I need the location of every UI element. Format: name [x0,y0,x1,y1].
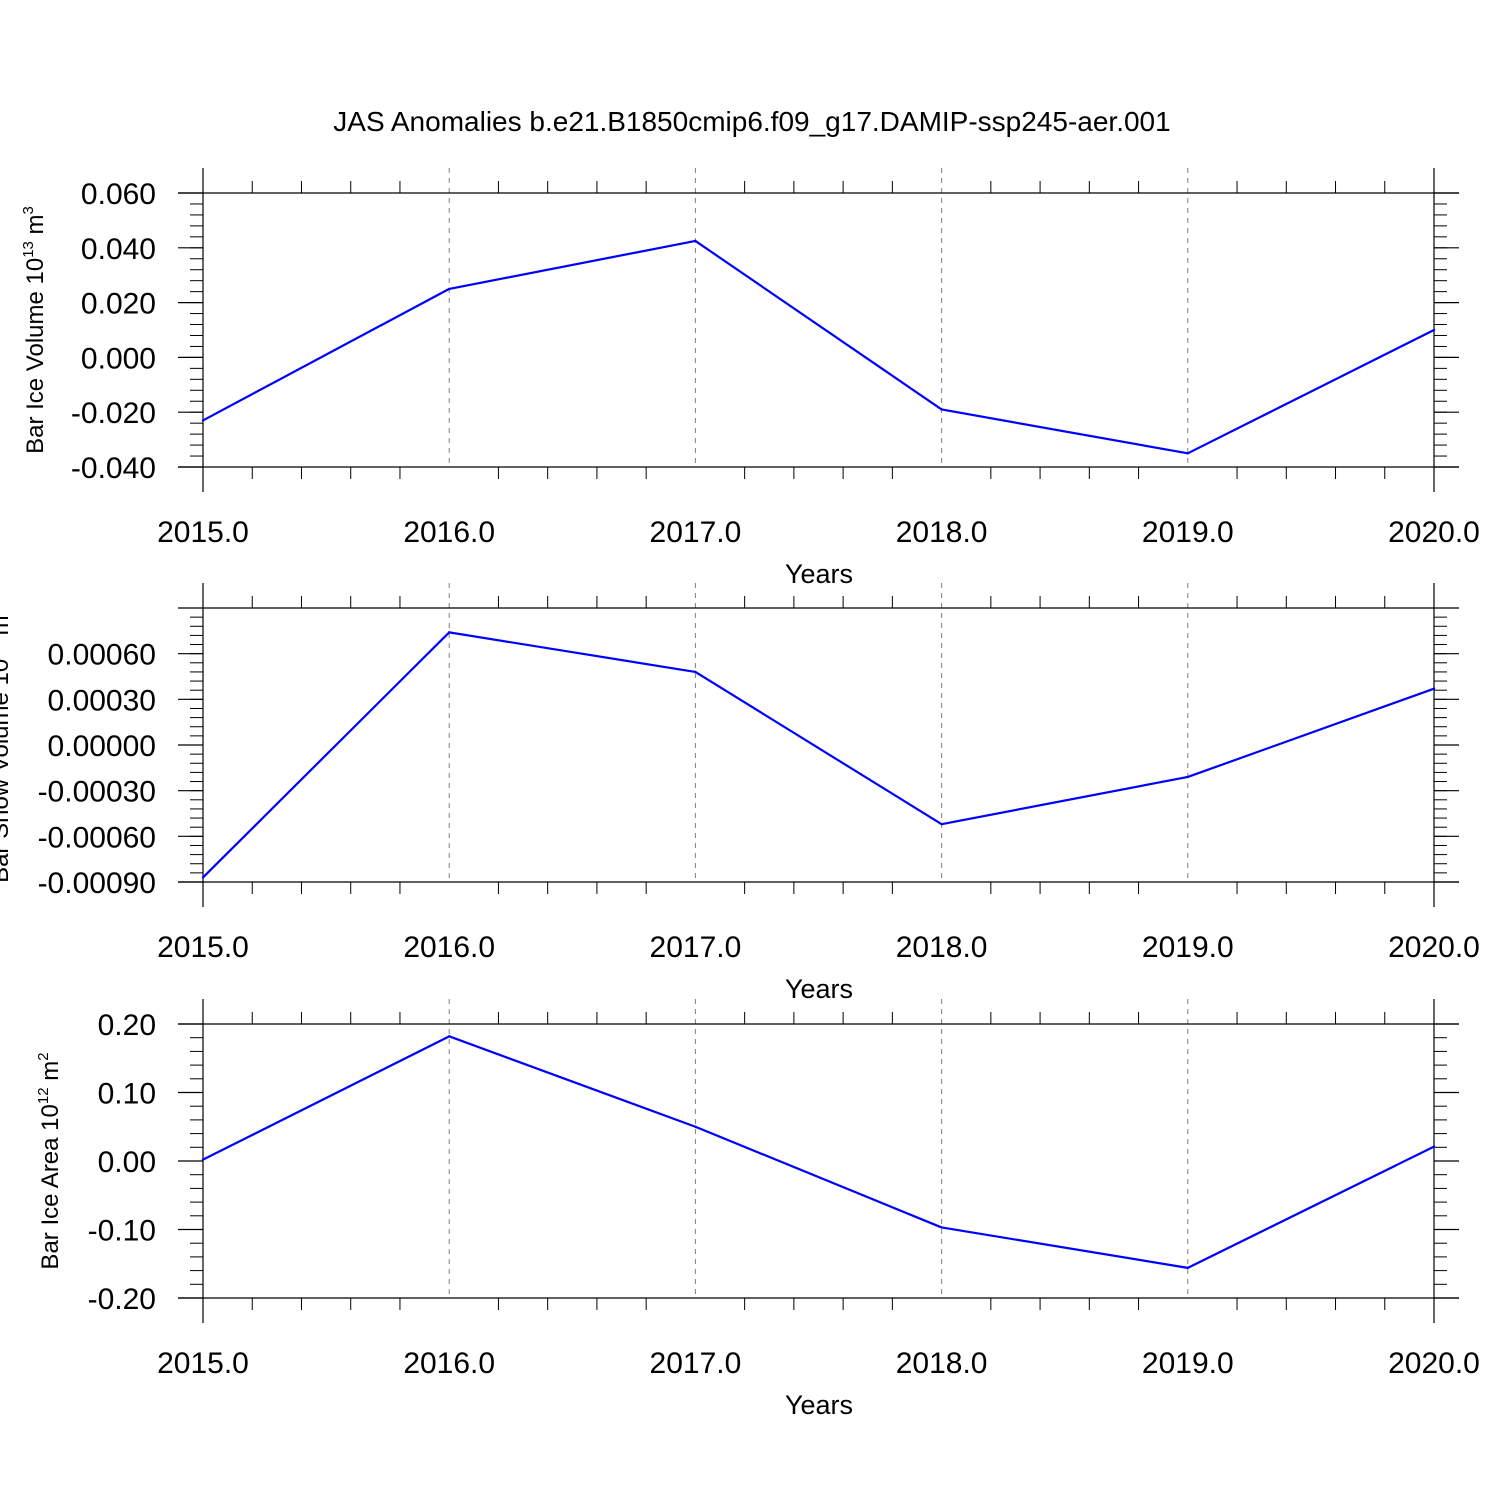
y-axis-label-unit-exponent: 2 [35,1052,52,1060]
y-axis-label-unit-exponent: 3 [20,206,37,214]
data-point [201,876,205,879]
data-point [940,822,943,826]
data-point [448,287,451,291]
y-tick-label: 0.00030 [48,684,156,717]
y-tick-label: 0.00060 [48,639,156,672]
x-tick-label: 2016.0 [403,1347,495,1380]
y-axis-label-unit-exponent: 3 [0,607,2,615]
y-tick-label: -0.040 [71,452,156,485]
y-tick-label: -0.020 [71,397,156,430]
y-tick-label: 0.00 [98,1146,156,1179]
y-tick-label: 0.060 [81,178,156,211]
y-tick-label: -0.00030 [38,776,156,809]
x-axis-label: Years [785,1390,853,1420]
y-tick-label: 0.10 [98,1078,156,1111]
series-line [202,239,1435,455]
x-tick-label: 2016.0 [403,931,495,964]
x-tick-label: 2018.0 [896,931,988,964]
y-axis-label: Bar Ice Area 1012 m2 [35,1052,64,1269]
chart-panel-2: 0.00060 0.00030 0.00000 -0.00030 -0.00060 -0.… [0,583,1480,1004]
y-tick-label: 0.020 [81,288,156,321]
figure-title: JAS Anomalies b.e21.B1850cmip6.f09_g17.D… [333,106,1170,137]
data-point [448,631,451,634]
x-tick-label: 2016.0 [403,516,495,549]
x-tick-label: 2019.0 [1142,1347,1234,1380]
y-tick-label: 0.20 [98,1009,156,1042]
y-minor-ticks [190,607,1447,883]
x-minor-ticks [251,1012,1386,1310]
data-point [694,239,697,243]
y-axis-label-exponent: 13 [20,241,37,258]
y-axis-label-text: Bar Snow Volume 10 [0,659,14,883]
x-tick-label: 2017.0 [650,516,742,549]
y-axis-label-unit: m [0,615,14,642]
y-tick-label: -0.00090 [38,867,156,900]
data-point [448,1035,451,1038]
x-tick-label: 2019.0 [1142,931,1234,964]
y-tick-label: -0.20 [88,1283,156,1316]
y-axis-label-exponent: 12 [35,1087,52,1104]
y-axis-label: Bar Snow Volume 1013 m3 [0,607,14,883]
data-point [1186,1266,1190,1270]
y-axis-label-unit: m [22,214,49,241]
x-minor-ticks [251,596,1386,894]
y-tick-label: 0.00000 [48,730,156,763]
y-tick-label: -0.00060 [38,821,156,854]
data-point [1432,1145,1436,1148]
x-tick-label: 2015.0 [157,1347,249,1380]
data-point [201,419,205,422]
x-tick-label: 2015.0 [157,516,249,549]
y-tick-label: 0.040 [81,233,156,266]
series-line [202,631,1435,879]
y-axis-label-text: Bar Ice Volume 10 [22,258,49,454]
series-line [202,1035,1435,1269]
data-point [1432,328,1436,332]
x-tick-label: 2017.0 [650,931,742,964]
x-tick-label: 2015.0 [157,931,249,964]
y-tick-label: 0.000 [81,342,156,375]
x-tick-label: 2020.0 [1388,516,1480,549]
data-point [1186,452,1190,455]
y-axis-label-unit: m [37,1061,64,1088]
data-point [1432,687,1436,690]
y-axis-label-exponent: 13 [0,642,2,659]
x-axis-label: Years [785,974,853,1004]
y-minor-ticks [190,192,1447,468]
x-tick-label: 2020.0 [1388,931,1480,964]
x-axis-label: Years [785,559,853,589]
y-axis-label-text: Bar Ice Area 10 [37,1104,64,1269]
y-axis-label: Bar Ice Volume 1013 m3 [20,206,49,454]
data-point [694,670,697,674]
x-tick-label: 2018.0 [896,1347,988,1380]
data-point [694,1125,697,1128]
y-minor-ticks [190,1023,1447,1299]
x-minor-ticks [251,181,1386,479]
data-point [940,1226,943,1229]
x-tick-label: 2020.0 [1388,1347,1480,1380]
data-point [201,1158,205,1161]
data-point [1186,775,1190,779]
x-tick-label: 2019.0 [1142,516,1234,549]
x-tick-label: 2018.0 [896,516,988,549]
y-tick-label: -0.10 [88,1215,156,1248]
x-tick-label: 2017.0 [650,1347,742,1380]
data-point [940,408,943,411]
